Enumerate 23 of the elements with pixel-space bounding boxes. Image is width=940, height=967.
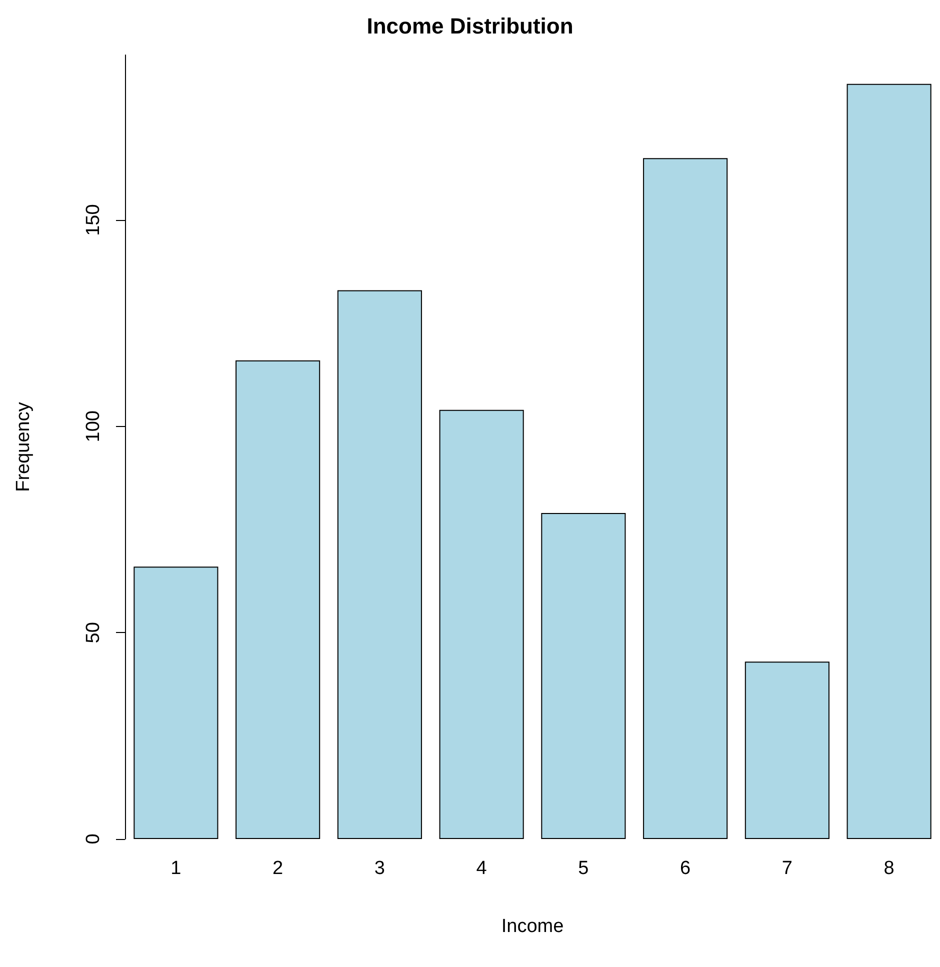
bar <box>846 84 932 839</box>
bar <box>337 290 422 839</box>
bar <box>744 662 830 839</box>
x-tick-label: 7 <box>782 858 792 879</box>
y-axis-title: Frequency <box>13 402 34 492</box>
bar <box>541 513 626 839</box>
bar <box>643 158 728 839</box>
bar <box>439 410 524 839</box>
y-tick-label: 150 <box>83 204 104 236</box>
bar <box>236 360 320 839</box>
x-tick-label: 5 <box>578 858 589 879</box>
x-tick-label: 3 <box>374 858 385 879</box>
x-tick-label: 6 <box>680 858 691 879</box>
y-tick-label: 50 <box>83 622 104 644</box>
x-tick-label: 1 <box>170 858 182 879</box>
x-tick-label: 2 <box>272 858 284 879</box>
x-tick-label: 8 <box>884 858 894 879</box>
y-tick-label: 0 <box>83 834 104 844</box>
y-tick-label: 100 <box>83 410 104 442</box>
x-tick-label: 4 <box>476 858 488 879</box>
bar <box>134 566 218 839</box>
chart-title: Income Distribution <box>366 14 574 38</box>
x-axis-title: Income <box>501 916 564 937</box>
